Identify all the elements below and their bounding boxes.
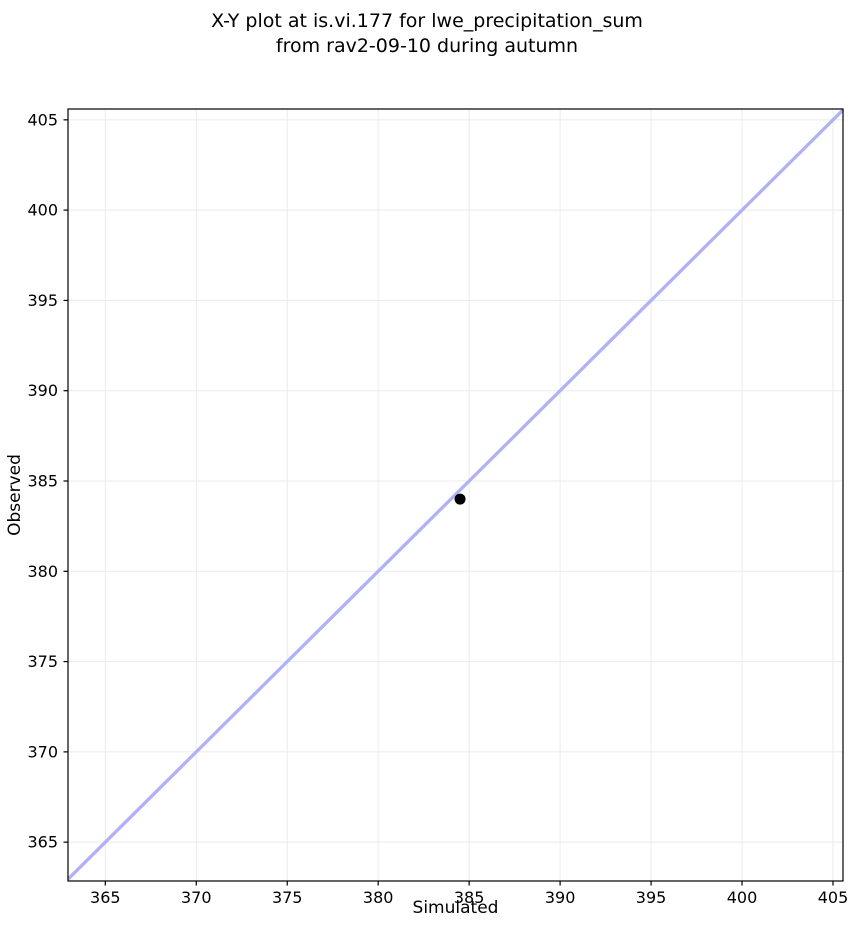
y-axis-label-text: Observed: [5, 454, 25, 536]
y-tick-label: 365: [27, 833, 58, 852]
x-tick-label: 390: [545, 888, 576, 907]
y-tick-label: 380: [27, 562, 58, 581]
x-tick-label: 385: [454, 888, 485, 907]
y-tick-label: 375: [27, 652, 58, 671]
y-tick-label: 405: [27, 110, 58, 129]
y-tick-label: 395: [27, 291, 58, 310]
y-tick-label: 385: [27, 472, 58, 491]
chart-title-line2: from rav2-09-10 during autumn: [275, 35, 579, 57]
chart-title: X-Y plot at is.vi.177 for lwe_precipitat…: [0, 9, 854, 59]
identity-line: [66, 108, 845, 881]
x-axis-label: Simulated: [412, 898, 499, 918]
x-tick-label: 400: [727, 888, 758, 907]
chart-title-line1: X-Y plot at is.vi.177 for lwe_precipitat…: [211, 10, 643, 32]
x-tick-label: 370: [181, 888, 212, 907]
data-point-marker: [454, 493, 466, 505]
y-tick-label: 390: [27, 381, 58, 400]
x-tick-label: 405: [818, 888, 849, 907]
y-tick-label: 400: [27, 201, 58, 220]
x-tick-label: 380: [363, 888, 394, 907]
x-tick-label: 395: [636, 888, 667, 907]
y-tick-label: 370: [27, 742, 58, 761]
plot-border: [67, 108, 844, 882]
x-tick-label: 375: [272, 888, 303, 907]
x-tick-label: 365: [90, 888, 121, 907]
